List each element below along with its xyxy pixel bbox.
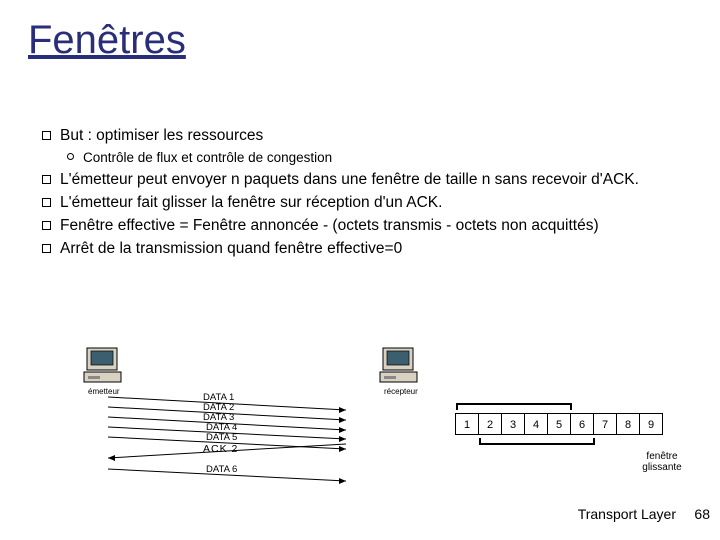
bullet-square-icon [42,244,51,253]
bullet-circle-icon [67,153,74,160]
bullet-square-icon [42,221,51,230]
footer-text: Transport Layer [578,506,676,522]
bullet-list: But : optimiser les ressources Contrôle … [42,126,700,262]
window-cell: 8 [616,413,640,435]
window-cell: 6 [570,413,594,435]
computer-receiver-icon [378,346,420,384]
window-cell: 2 [478,413,502,435]
bullet-item: Fenêtre effective = Fenêtre annoncée - (… [42,216,700,236]
computer-emitter-icon [82,346,124,384]
data-label: DATA 5 [206,432,237,443]
window-cell: 7 [593,413,617,435]
bullet-item: But : optimiser les ressources [42,126,700,146]
bullet-text: Fenêtre effective = Fenêtre annoncée - (… [60,216,599,236]
bullet-subitem: Contrôle de flux et contrôle de congesti… [42,149,700,167]
window-cell: 1 [455,413,479,435]
bullet-square-icon [42,175,51,184]
bullet-text: L'émetteur peut envoyer n paquets dans u… [60,170,639,190]
footer-page-number: 68 [694,506,710,522]
data-label: DATA 6 [206,464,237,475]
bullet-text: L'émetteur fait glisser la fenêtre sur r… [60,193,442,213]
ack-label: ACK 2 [203,443,238,455]
slide-title: Fenêtres [28,18,186,63]
bullet-item: Arrêt de la transmission quand fenêtre e… [42,239,700,259]
sliding-window-label: fenêtre glissante [632,451,692,473]
sliding-window-diagram: 123456789 fenêtre glissante [456,413,663,435]
bullet-item: L'émetteur peut envoyer n paquets dans u… [42,170,700,190]
window-cell: 3 [501,413,525,435]
bullet-item: L'émetteur fait glisser la fenêtre sur r… [42,193,700,213]
window-bracket-bottom [479,438,595,445]
receiver-label: récepteur [384,387,418,396]
message-flow-diagram: DATA 1DATA 2DATA 3DATA 4DATA 5ACK 2DATA … [108,395,353,490]
window-cell: 9 [639,413,663,435]
window-cells: 123456789 [456,413,663,435]
window-cell: 4 [524,413,548,435]
bullet-text: But : optimiser les ressources [60,126,263,146]
bullet-subtext: Contrôle de flux et contrôle de congesti… [83,149,332,167]
window-cell: 5 [547,413,571,435]
window-bracket-top [456,403,572,410]
bullet-text: Arrêt de la transmission quand fenêtre e… [60,239,402,259]
bullet-square-icon [42,131,51,140]
bullet-square-icon [42,198,51,207]
